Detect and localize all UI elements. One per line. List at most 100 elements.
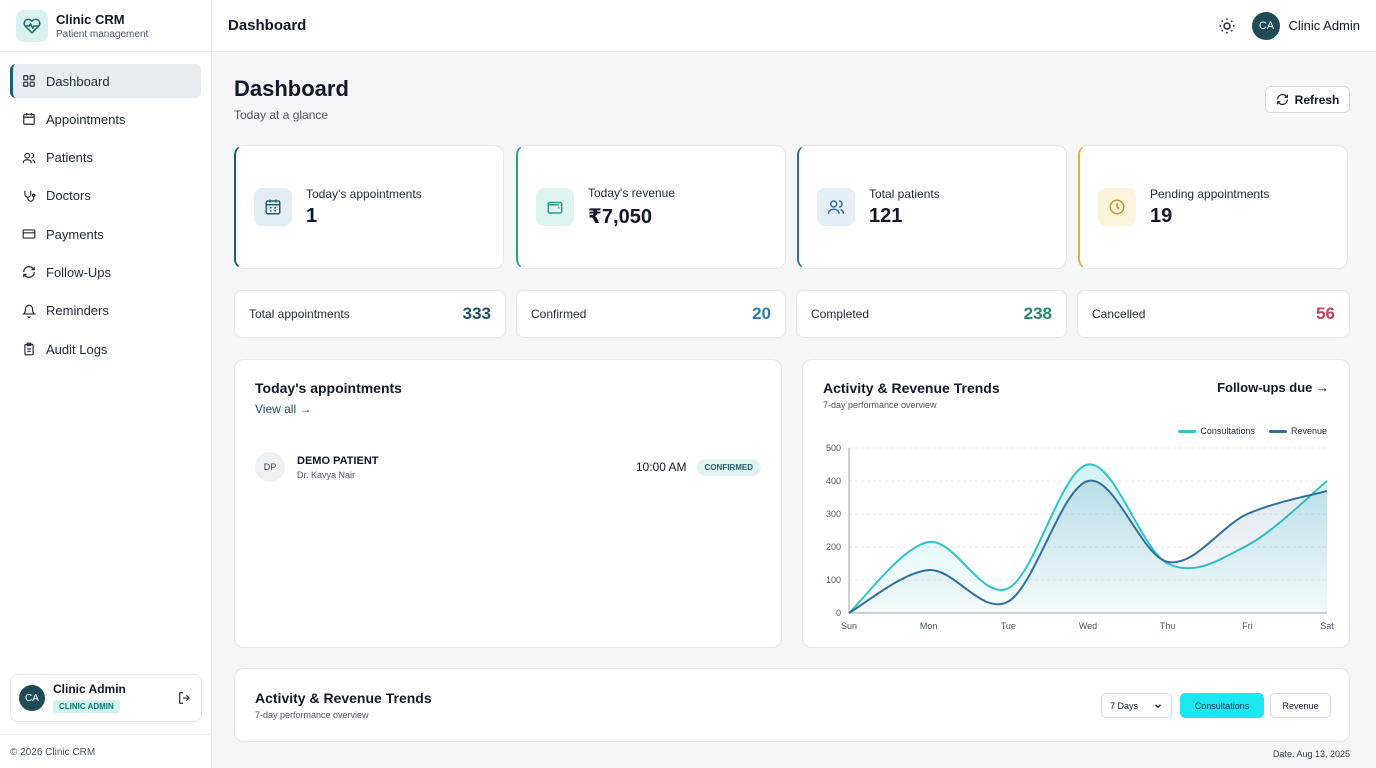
summary-value: 238 <box>1023 304 1052 323</box>
panel-title: Activity & Revenue Trends <box>255 690 432 706</box>
doctor-name: Dr. Kavya Nair <box>297 469 356 480</box>
x-tick-label: Wed <box>1079 621 1097 631</box>
refresh-button[interactable]: Refresh <box>1265 86 1350 113</box>
users-icon <box>22 152 36 163</box>
x-tick-label: Tue <box>1001 621 1016 631</box>
brand: Clinic CRM Patient management <box>0 0 211 52</box>
logout-icon[interactable] <box>177 690 193 706</box>
refresh-icon <box>1276 94 1288 105</box>
chart-legend: Consultations Revenue <box>1178 426 1327 436</box>
sidebar-item-reminders[interactable]: Reminders <box>10 294 201 328</box>
consultations-toggle-button[interactable]: Consultations <box>1180 693 1264 718</box>
sidebar-item-payments[interactable]: Payments <box>10 217 201 251</box>
stethoscope-icon <box>24 190 36 202</box>
clipboard-icon <box>24 342 34 356</box>
stat-value: 121 <box>869 204 903 227</box>
sidebar-item-label: Audit Logs <box>46 341 108 357</box>
users-icon <box>817 188 855 226</box>
page-title: Dashboard <box>234 76 349 101</box>
avatar: CA <box>1252 11 1281 40</box>
appointment-time: 10:00 AM <box>635 460 687 474</box>
sidebar-item-label: Dashboard <box>46 73 110 89</box>
stat-card-total-patients: Total patients 121 <box>797 145 1067 269</box>
brand-subtitle: Patient management <box>56 28 149 40</box>
stat-card-today-revenue: Today's revenue ₹7,050 <box>516 145 786 269</box>
y-tick-label: 100 <box>826 575 841 585</box>
follow-ups-due-link[interactable]: Follow-ups due → <box>1217 380 1329 395</box>
revenue-toggle-button[interactable]: Revenue <box>1270 693 1331 718</box>
header-user-menu[interactable]: CA Clinic Admin <box>1252 11 1360 40</box>
trend-chart: 0 100 200 300 400 500 Sun Mon Tue Wed Thu Fri Sat <box>826 443 1334 631</box>
sidebar: Clinic CRM Patient management Dashboard … <box>0 0 212 768</box>
sidebar-item-follow-ups[interactable]: Follow-Ups <box>10 255 201 289</box>
stat-card-today-appointments: Today's appointments 1 <box>234 145 504 269</box>
sidebar-item-patients[interactable]: Patients <box>10 141 201 175</box>
sidebar-nav: Dashboard Appointments Patients Doctors … <box>0 52 211 382</box>
brand-title: Clinic CRM <box>56 11 125 27</box>
summary-confirmed: Confirmed 20 <box>516 290 786 338</box>
trends-chart-panel: Activity & Revenue Trends 7-day performa… <box>802 359 1350 648</box>
panel-subtitle: 7-day performance overview <box>255 710 369 720</box>
sidebar-item-appointments[interactable]: Appointments <box>10 102 201 136</box>
grid-icon <box>23 75 35 87</box>
series-line-revenue <box>848 479 1328 614</box>
stat-card-pending-appointments: Pending appointments 19 <box>1078 145 1348 269</box>
header-user-name: Clinic Admin <box>1288 18 1360 33</box>
stat-label: Total patients <box>869 186 940 201</box>
sidebar-user-name: Clinic Admin <box>53 682 126 696</box>
list-item[interactable]: DP DEMO PATIENT Dr. Kavya Nair 10:00 AM … <box>255 450 761 484</box>
stat-value: 19 <box>1150 204 1173 227</box>
wallet-icon <box>536 188 574 226</box>
summary-value: 20 <box>752 304 771 323</box>
sidebar-item-doctors[interactable]: Doctors <box>10 179 201 213</box>
sun-icon <box>1219 18 1235 33</box>
legend-item-consultations[interactable]: Consultations <box>1178 426 1255 436</box>
y-tick-label: 200 <box>826 542 841 552</box>
sidebar-item-audit-logs[interactable]: Audit Logs <box>10 332 201 366</box>
summary-total-appointments: Total appointments 333 <box>234 290 506 338</box>
summary-cancelled: Cancelled 56 <box>1077 290 1350 338</box>
calendar-icon <box>23 113 35 126</box>
legend-label: Consultations <box>1200 426 1255 436</box>
heart-pulse-icon <box>16 9 48 42</box>
sidebar-item-label: Doctors <box>46 188 91 204</box>
sidebar-item-label: Follow-Ups <box>46 264 112 280</box>
y-tick-label: 0 <box>836 608 841 618</box>
patient-name: DEMO PATIENT <box>297 454 379 467</box>
summary-completed: Completed 238 <box>796 290 1067 338</box>
y-tick-label: 500 <box>826 443 841 453</box>
summary-value: 333 <box>462 304 491 323</box>
x-tick-label: Fri <box>1242 621 1253 631</box>
today-appointments-panel: Today's appointments View all → DP DEMO … <box>234 359 782 648</box>
sidebar-item-label: Patients <box>46 150 93 166</box>
calendar-icon <box>254 188 292 226</box>
y-tick-label: 300 <box>826 509 841 519</box>
header-title: Dashboard <box>228 17 307 34</box>
top-header: Dashboard CA Clinic Admin <box>212 0 1376 52</box>
sidebar-item-dashboard[interactable]: Dashboard <box>10 64 201 98</box>
range-select[interactable]: 7 Days <box>1101 693 1172 718</box>
legend-label: Revenue <box>1290 426 1327 436</box>
summary-label: Completed <box>811 307 870 321</box>
refresh-icon <box>23 266 35 279</box>
legend-item-revenue[interactable]: Revenue <box>1268 426 1327 436</box>
panel-title: Activity & Revenue Trends <box>823 380 1000 396</box>
view-all-link[interactable]: View all → <box>255 402 312 416</box>
stat-label: Today's revenue <box>588 185 676 200</box>
summary-label: Total appointments <box>249 307 350 321</box>
avatar: CA <box>19 685 45 711</box>
panel-title: Today's appointments <box>255 380 402 396</box>
range-select-value: 7 Days <box>1110 700 1139 711</box>
refresh-label: Refresh <box>1294 92 1340 107</box>
copyright: © 2026 Clinic CRM <box>0 734 212 768</box>
stat-value: 1 <box>306 204 318 227</box>
panel-subtitle: 7-day performance overview <box>823 400 937 410</box>
theme-toggle-button[interactable] <box>1216 15 1238 37</box>
clock-icon <box>1098 188 1136 226</box>
stat-label: Pending appointments <box>1150 186 1270 201</box>
stat-value: ₹7,050 <box>588 205 652 228</box>
legend-swatch <box>1178 430 1197 434</box>
legend-swatch <box>1268 430 1287 434</box>
x-tick-label: Sat <box>1320 621 1334 631</box>
bell-icon <box>22 304 36 318</box>
